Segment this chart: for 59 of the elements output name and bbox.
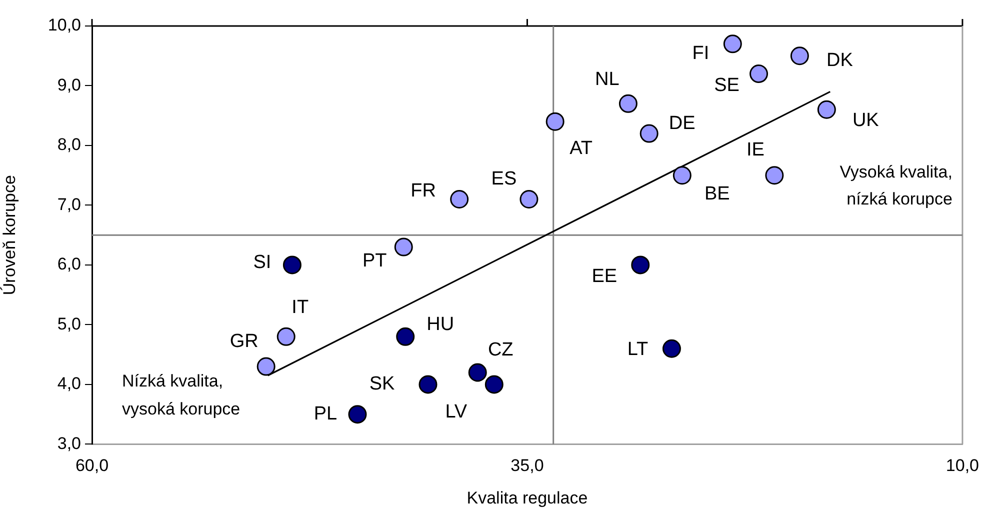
annotation: PL — [314, 404, 338, 425]
y-tick-label: 10,0 — [48, 16, 81, 35]
point — [750, 64, 768, 84]
y-tick-label: 8,0 — [57, 135, 81, 154]
annotation: BE — [704, 184, 730, 205]
annotation: SK — [369, 374, 395, 395]
point — [640, 124, 658, 143]
y-axis-title: Úroveň korupce — [0, 175, 19, 296]
point — [468, 363, 487, 382]
y-tick-label: 9,0 — [57, 75, 81, 94]
point — [631, 256, 650, 274]
annotation: NL — [595, 68, 620, 90]
point — [276, 327, 296, 346]
point — [546, 112, 564, 131]
point — [484, 375, 504, 394]
annotation: IE — [746, 140, 764, 161]
x-axis-title: Kvalita regulace — [466, 488, 588, 508]
y-tick-label: 4,0 — [57, 374, 81, 394]
annotation: EE — [592, 266, 618, 288]
annotation: DE — [668, 112, 696, 134]
point — [282, 256, 302, 274]
annotation: CZ — [488, 340, 514, 361]
point — [256, 357, 276, 376]
x-tick-label: 35,0 — [510, 456, 544, 476]
annotation: LT — [627, 338, 648, 360]
y-tick-label: 6,0 — [57, 254, 81, 274]
point — [394, 238, 413, 256]
annotation: LV — [445, 402, 468, 423]
x-tick-label: 10,0 — [946, 456, 980, 476]
point — [418, 375, 438, 394]
point — [672, 166, 692, 185]
annotation: FR — [410, 180, 436, 202]
annotation: HU — [426, 314, 454, 335]
annotation: UK — [852, 110, 880, 131]
point — [790, 46, 809, 66]
point — [817, 100, 836, 119]
point — [662, 339, 681, 358]
y-tick-label: 5,0 — [57, 314, 81, 334]
point — [348, 405, 367, 424]
x-tick-label: 60,0 — [75, 456, 109, 476]
y-tick-label: 7,0 — [57, 194, 81, 214]
point — [618, 94, 638, 113]
annotation: PT — [362, 250, 388, 272]
annotation: AT — [570, 138, 593, 159]
point — [765, 166, 784, 185]
point — [723, 34, 742, 54]
annotation: DK — [826, 50, 854, 72]
annotation: Vysoká kvalita, nízká korupce — [840, 162, 952, 209]
annotation: FI — [692, 43, 710, 64]
annotation: IT — [292, 296, 309, 318]
point — [450, 190, 469, 209]
annotation: SI — [253, 252, 272, 274]
point — [520, 190, 538, 209]
annotation: ES — [491, 168, 517, 190]
y-tick-label: 3,0 — [57, 434, 81, 453]
annotation: Nízká kvalita, vysoká korupce — [122, 372, 240, 419]
annotation: SE — [714, 75, 740, 96]
point — [396, 327, 415, 346]
annotation: GR — [230, 330, 258, 352]
